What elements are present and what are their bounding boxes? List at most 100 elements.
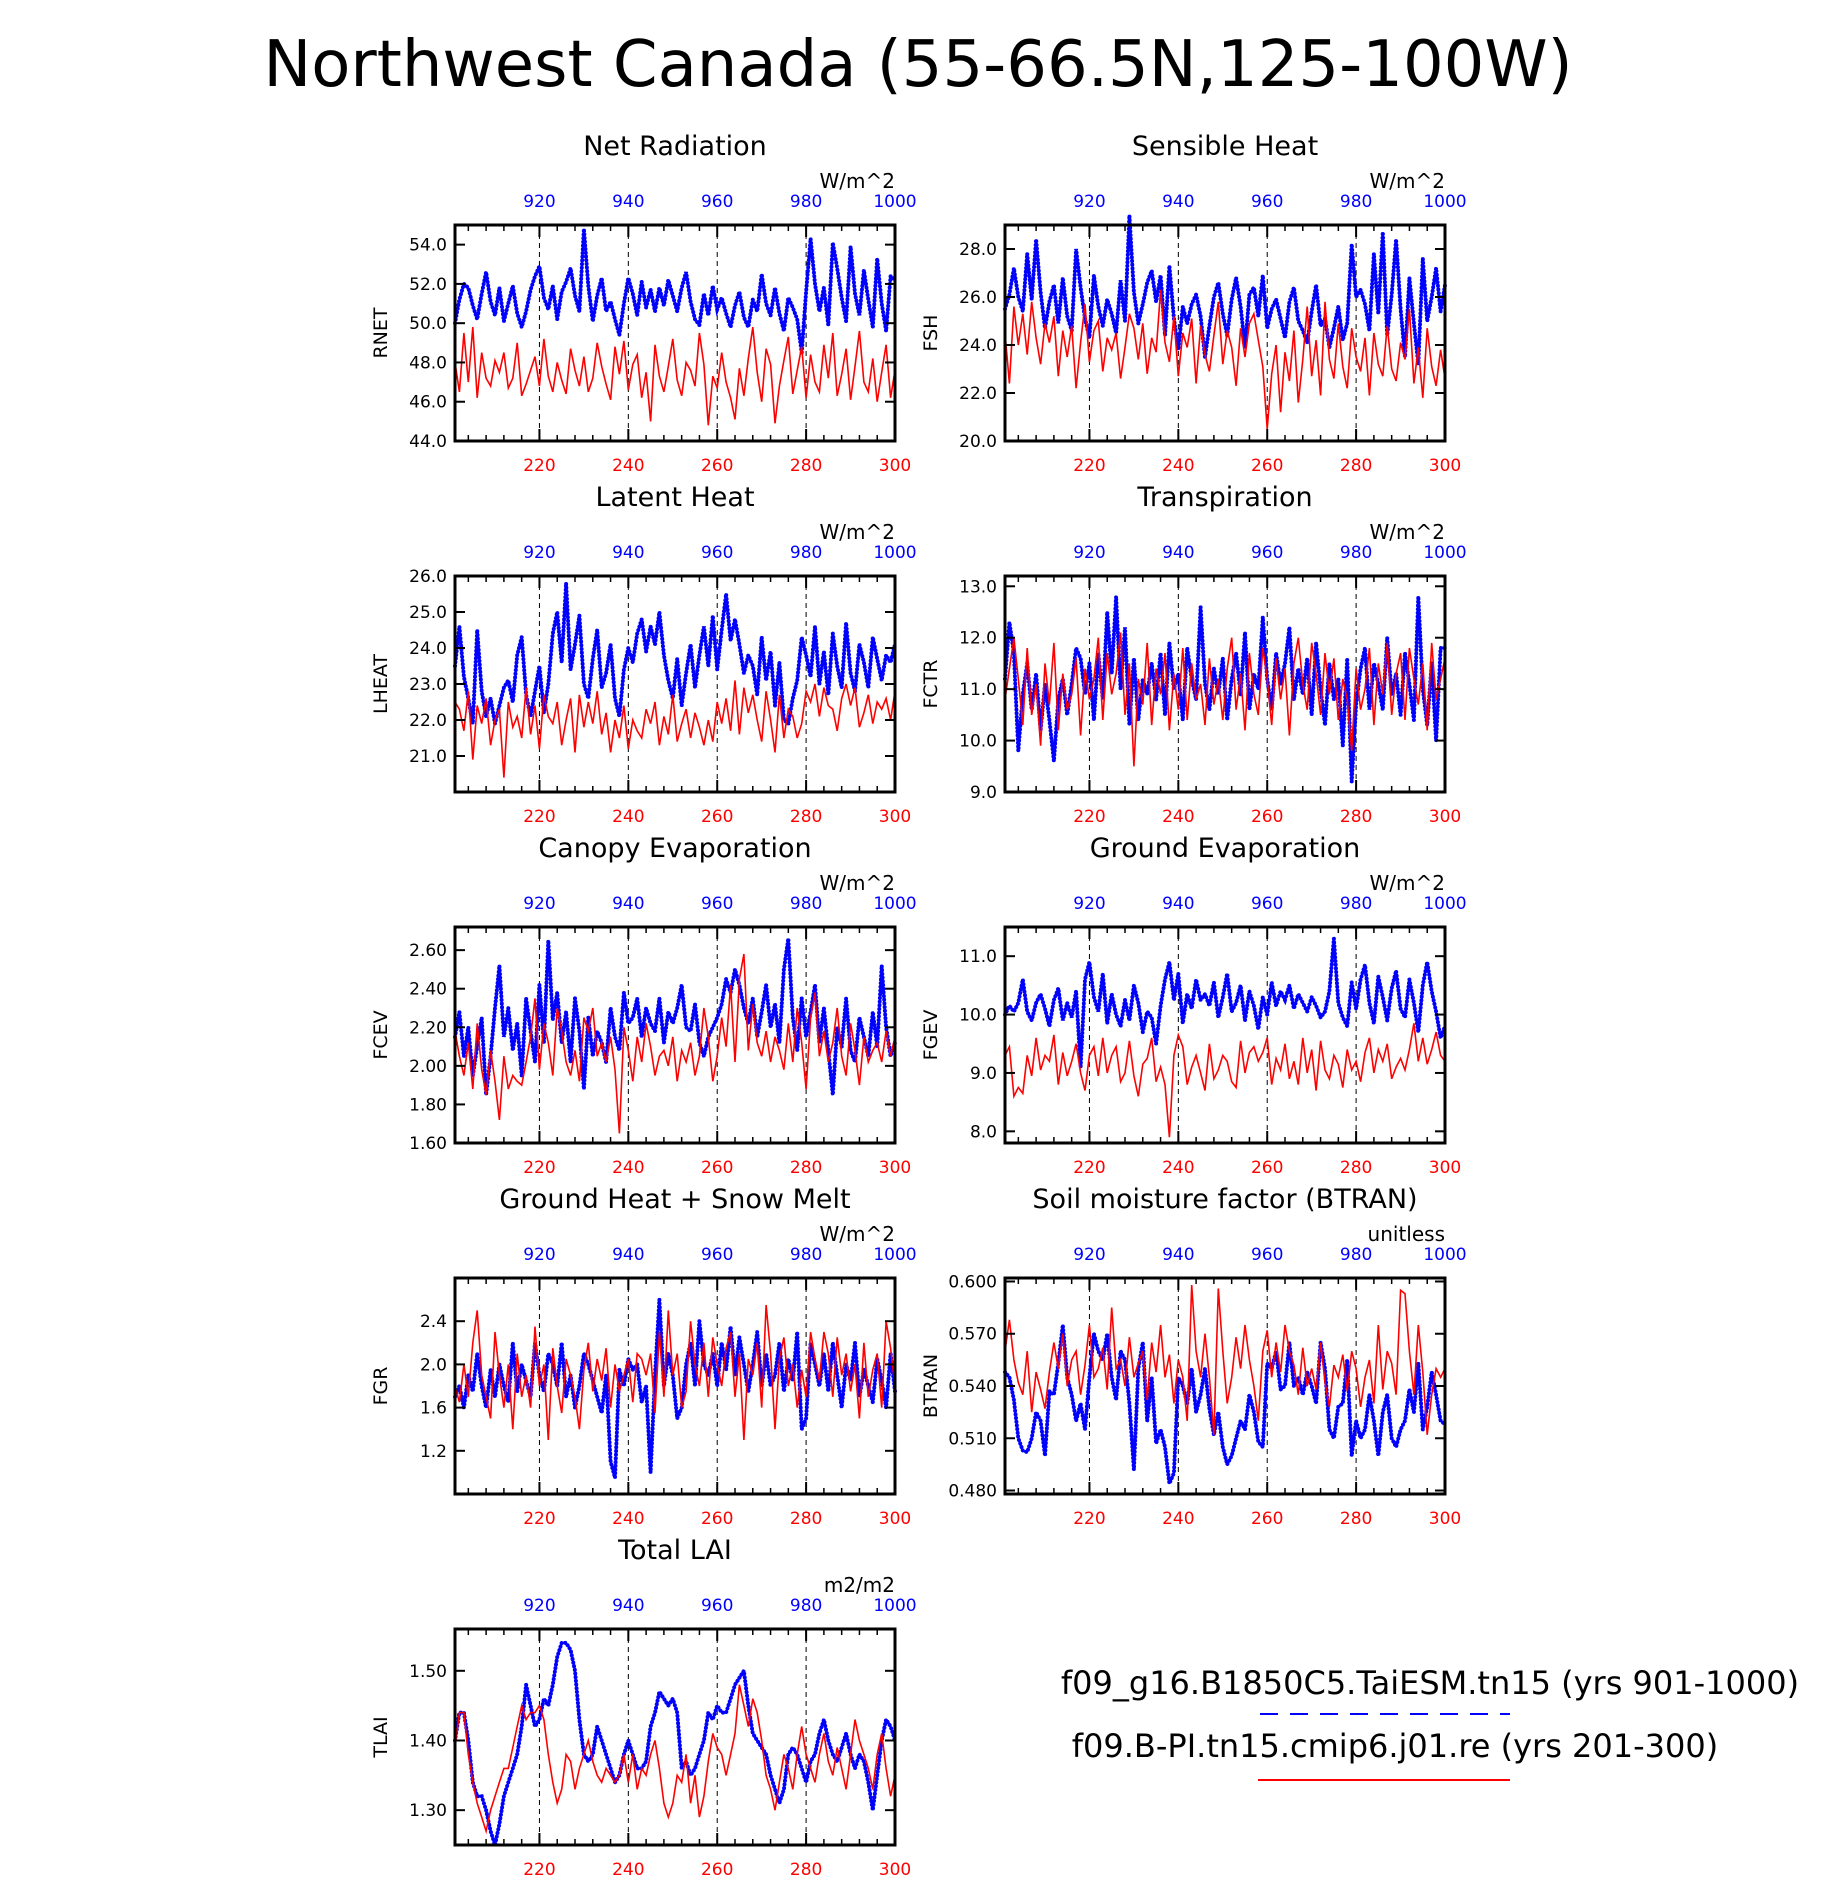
x-tick-label-top: 920 xyxy=(523,1596,555,1616)
x-tick-label-bottom: 300 xyxy=(879,456,911,476)
x-tick-label-bottom: 300 xyxy=(1429,1509,1461,1529)
y-tick-label: 1.6 xyxy=(420,1399,447,1419)
panel-fctr: Transpiration W/m^2 FCTR 9.0 10.0 11.0 12.0 13.… xyxy=(920,482,1467,827)
y-axis-label: FCEV xyxy=(370,1010,392,1059)
y-tick-label: 2.20 xyxy=(409,1018,447,1038)
x-tick-label-bottom: 280 xyxy=(790,1860,822,1880)
x-tick-label-top: 920 xyxy=(523,192,555,212)
x-tick-label-top: 960 xyxy=(701,894,733,914)
y-tick-label: 22.0 xyxy=(959,384,997,404)
units-label: W/m^2 xyxy=(820,1222,895,1246)
units-label: W/m^2 xyxy=(820,871,895,895)
x-tick-label-top: 920 xyxy=(1073,894,1105,914)
y-tick-label: 0.510 xyxy=(948,1429,997,1449)
x-tick-label-bottom: 300 xyxy=(1429,1158,1461,1178)
x-tick-label-bottom: 300 xyxy=(879,1860,911,1880)
x-tick-label-top: 980 xyxy=(1340,543,1372,563)
y-tick-label: 25.0 xyxy=(409,603,447,623)
legend-label-run-a: f09_g16.B1850C5.TaiESM.tn15 (yrs 901-100… xyxy=(1061,1664,1799,1702)
x-tick-label-bottom: 280 xyxy=(790,456,822,476)
legend: f09_g16.B1850C5.TaiESM.tn15 (yrs 901-100… xyxy=(1061,1664,1799,1781)
panel-rnet: Net Radiation W/m^2 RNET 44.0 46.0 48.0 50.0 52… xyxy=(370,131,917,476)
plot-frame xyxy=(453,925,897,1145)
panel-fgev: Ground Evaporation W/m^2 FGEV 8.0 9.0 10.0 11.… xyxy=(920,833,1467,1178)
plot-frame xyxy=(453,223,897,443)
panel-lheat: Latent Heat W/m^2 LHEAT 21.0 22.0 23.0 24.0 25.… xyxy=(370,482,917,827)
y-axis-label: RNET xyxy=(370,307,392,358)
x-tick-label-bottom: 220 xyxy=(1073,456,1105,476)
x-tick-label-top: 1000 xyxy=(873,192,916,212)
x-tick-label-bottom: 220 xyxy=(523,1860,555,1880)
x-tick-label-bottom: 300 xyxy=(1429,807,1461,827)
plot-frame xyxy=(453,1627,897,1847)
y-tick-label: 1.80 xyxy=(409,1095,447,1115)
x-tick-label-bottom: 260 xyxy=(701,1509,733,1529)
panel-title: Ground Heat + Snow Melt xyxy=(499,1184,850,1215)
y-axis-label: FSH xyxy=(920,315,942,352)
panel-tlai: Total LAI m2/m2 TLAI 1.30 1.40 1.50 220 240 260 2… xyxy=(370,1535,917,1880)
units-label: W/m^2 xyxy=(820,520,895,544)
y-tick-label: 10.0 xyxy=(959,1006,997,1026)
x-tick-label-top: 940 xyxy=(612,192,644,212)
y-tick-label: 10.0 xyxy=(959,732,997,752)
y-tick-label: 54.0 xyxy=(409,236,447,256)
y-tick-label: 0.600 xyxy=(948,1272,997,1292)
y-tick-label: 1.2 xyxy=(420,1442,447,1462)
series-line-run-b xyxy=(454,326,896,426)
series-line-run-a xyxy=(453,1640,897,1853)
units-label: m2/m2 xyxy=(824,1573,895,1597)
panels: Net Radiation W/m^2 RNET 44.0 46.0 48.0 50.0 52… xyxy=(370,131,1467,1880)
x-tick-label-top: 980 xyxy=(790,1596,822,1616)
y-tick-label: 46.0 xyxy=(409,393,447,413)
x-tick-label-bottom: 280 xyxy=(1340,1158,1372,1178)
x-tick-label-top: 920 xyxy=(523,1245,555,1265)
x-tick-label-bottom: 260 xyxy=(1251,807,1283,827)
series-line-run-b xyxy=(454,680,896,778)
x-tick-label-top: 960 xyxy=(701,1596,733,1616)
x-tick-label-bottom: 280 xyxy=(1340,1509,1372,1529)
x-tick-label-bottom: 220 xyxy=(1073,807,1105,827)
y-tick-label: 8.0 xyxy=(970,1122,997,1142)
x-tick-label-top: 980 xyxy=(1340,1245,1372,1265)
y-tick-label: 48.0 xyxy=(409,353,447,373)
units-label: unitless xyxy=(1368,1222,1445,1246)
x-tick-label-top: 940 xyxy=(612,543,644,563)
x-tick-label-top: 980 xyxy=(790,1245,822,1265)
x-tick-label-top: 960 xyxy=(1251,894,1283,914)
x-tick-label-top: 940 xyxy=(1162,894,1194,914)
x-tick-label-top: 980 xyxy=(790,894,822,914)
y-tick-label: 52.0 xyxy=(409,275,447,295)
y-tick-label: 2.60 xyxy=(409,941,447,961)
y-axis-label: FGEV xyxy=(920,1010,942,1061)
panel-title: Ground Evaporation xyxy=(1090,833,1361,864)
x-tick-label-top: 940 xyxy=(1162,192,1194,212)
x-tick-label-bottom: 260 xyxy=(1251,1158,1283,1178)
legend-label-run-b: f09.B-PI.tn15.cmip6.j01.re (yrs 201-300) xyxy=(1072,1727,1718,1765)
y-axis-label: FCTR xyxy=(920,659,942,708)
y-tick-label: 1.30 xyxy=(409,1801,447,1821)
x-tick-label-bottom: 220 xyxy=(523,1158,555,1178)
x-tick-label-top: 920 xyxy=(523,894,555,914)
x-tick-label-top: 960 xyxy=(1251,543,1283,563)
x-tick-label-top: 940 xyxy=(612,894,644,914)
panel-fsh: Sensible Heat W/m^2 FSH 20.0 22.0 24.0 26.0 28.… xyxy=(920,131,1467,476)
panel-title: Transpiration xyxy=(1136,482,1312,513)
plot-frame xyxy=(453,1276,897,1496)
x-tick-label-top: 960 xyxy=(701,192,733,212)
x-tick-label-bottom: 260 xyxy=(701,807,733,827)
x-tick-label-top: 1000 xyxy=(1423,543,1466,563)
y-tick-label: 13.0 xyxy=(959,577,997,597)
y-axis-label: FGR xyxy=(370,1367,392,1406)
x-tick-label-top: 1000 xyxy=(873,1245,916,1265)
x-tick-label-top: 920 xyxy=(1073,192,1105,212)
y-tick-label: 2.4 xyxy=(420,1312,447,1332)
series-line-run-a xyxy=(1003,1324,1447,1492)
x-tick-label-bottom: 240 xyxy=(1162,456,1194,476)
y-tick-label: 9.0 xyxy=(970,1064,997,1084)
y-tick-label: 2.40 xyxy=(409,980,447,1000)
series-line-run-b xyxy=(1004,1023,1446,1138)
x-tick-label-bottom: 240 xyxy=(612,1158,644,1178)
panel-title: Sensible Heat xyxy=(1132,131,1318,162)
x-tick-label-top: 960 xyxy=(1251,1245,1283,1265)
panel-fcev: Canopy Evaporation W/m^2 FCEV 1.60 1.80 2.00 2… xyxy=(370,833,917,1178)
